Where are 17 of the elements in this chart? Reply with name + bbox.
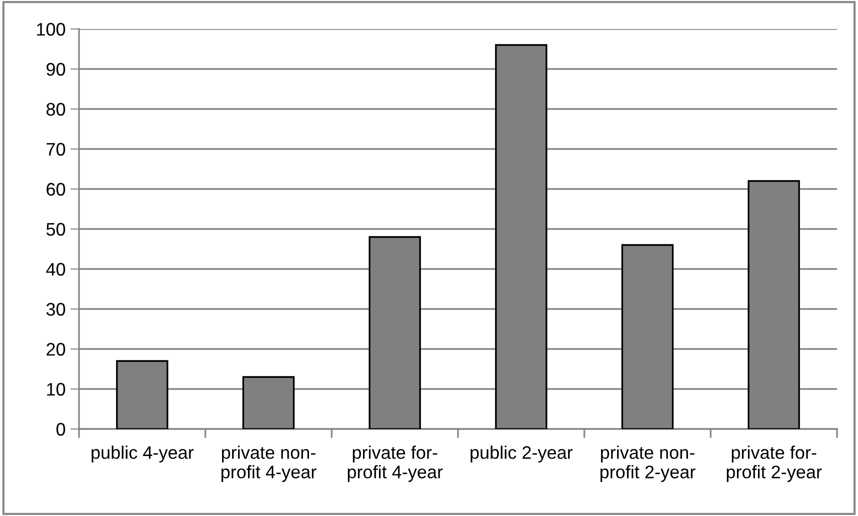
x-tick-label: private non- profit 4-year [222,446,316,482]
x-tick-label: private for- profit 4-year [348,446,443,482]
y-tick-label: 30 [46,302,66,316]
y-tick-label: 40 [46,262,66,276]
y-tick-label: 70 [46,142,66,156]
y-tick-label: 10 [47,382,66,396]
y-tick-label: 90 [46,62,66,76]
x-tick-label: public 4-year [92,446,194,462]
y-tick-label: 60 [46,182,66,196]
x-tick-label: public 2-year [470,446,573,462]
y-tick-label: 50 [46,222,66,236]
x-tick-label: private non- profit 2-year [600,446,696,482]
y-tick-label: 100 [37,22,66,36]
x-tick-label: private for- profit 2-year [726,446,822,482]
y-tick-label: 20 [46,342,66,356]
y-tick-label: 80 [46,102,66,116]
y-tick-label: 0 [56,422,66,436]
